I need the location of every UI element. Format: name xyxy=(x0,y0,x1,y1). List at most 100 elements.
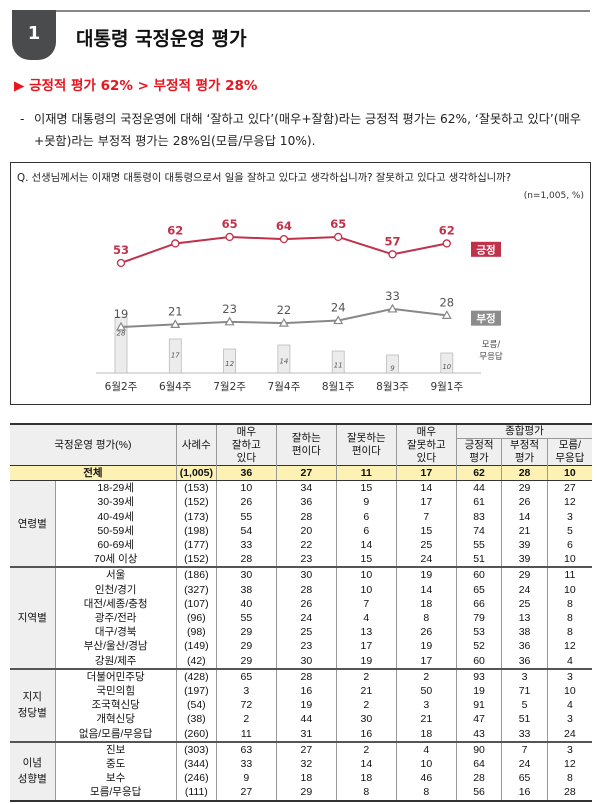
value-cell: 62 xyxy=(455,465,502,482)
table-row: 40-49세 (173) 55 28 6 7 83 14 3 xyxy=(10,509,592,524)
value-cell: 53 xyxy=(455,625,502,640)
sample-size: (153) xyxy=(175,480,217,496)
value-cell: 29 xyxy=(501,480,548,496)
value-cell: 28 xyxy=(275,509,337,524)
table-row: 광주/전라 (96) 55 24 4 8 79 13 8 xyxy=(10,611,592,626)
sample-size: (344) xyxy=(175,757,217,772)
row-label: 60-69세 xyxy=(54,538,177,553)
value-cell: 65 xyxy=(215,667,277,685)
value-cell: 11 xyxy=(335,465,397,482)
value-cell: 36 xyxy=(501,653,548,669)
summary: - 이재명 대통령의 국정운영에 대해 ‘잘하고 있다’(매우+잘함)라는 긍정… xyxy=(20,108,590,152)
table-row: 대전/세종/충청 (107) 40 26 7 18 66 25 8 xyxy=(10,596,592,612)
value-cell: 64 xyxy=(455,757,502,772)
sample-size: (186) xyxy=(175,566,217,583)
value-cell: 17 xyxy=(395,495,457,510)
value-cell: 7 xyxy=(501,740,548,758)
value-cell: 40 xyxy=(215,596,277,612)
th-very-good: 매우 잘하고 있다 xyxy=(215,423,277,466)
dk-bar-label: 28 xyxy=(117,329,126,337)
value-cell: 2 xyxy=(335,740,397,758)
summary-dash: - xyxy=(20,112,25,126)
value-cell: 91 xyxy=(455,698,502,713)
group-label: 지역별 xyxy=(10,566,55,669)
value-cell: 93 xyxy=(455,667,502,685)
value-cell: 60 xyxy=(455,653,502,669)
value-cell: 31 xyxy=(275,726,337,742)
sample-size: (98) xyxy=(175,625,217,640)
value-cell: 46 xyxy=(395,771,457,786)
value-cell: 10 xyxy=(546,684,592,699)
value-cell: 28 xyxy=(455,771,502,786)
value-cell: 26 xyxy=(501,495,548,510)
negative-point xyxy=(278,317,289,327)
chart-box: Q. 선생님께서는 이재명 대통령이 대통령으로서 일을 잘하고 있다고 생각하… xyxy=(10,162,591,405)
value-cell: 60 xyxy=(455,566,502,583)
value-cell: 36 xyxy=(275,495,337,510)
row-label: 광주/전라 xyxy=(54,611,177,626)
value-cell: 8 xyxy=(395,785,457,801)
negative-point xyxy=(170,319,181,329)
value-cell: 71 xyxy=(501,684,548,699)
value-cell: 30 xyxy=(275,566,337,583)
group-label: 연령별 xyxy=(10,480,55,568)
value-cell: 10 xyxy=(546,465,592,482)
value-cell: 29 xyxy=(215,625,277,640)
negative-value-label: 28 xyxy=(439,295,454,309)
table-row: 연령별 18-29세 (153) 10 34 15 14 44 29 27 xyxy=(10,480,592,568)
table-row: 중도 (344) 33 32 14 10 64 24 12 xyxy=(10,757,592,772)
value-cell: 8 xyxy=(546,625,592,640)
value-cell: 52 xyxy=(455,639,502,654)
value-cell: 19 xyxy=(335,653,397,669)
positive-legend-box xyxy=(471,241,501,257)
row-label: 전체 xyxy=(10,465,177,482)
group-label: 지지 정당별 xyxy=(10,667,55,742)
value-cell: 56 xyxy=(455,785,502,801)
value-cell: 54 xyxy=(215,523,277,539)
value-cell: 3 xyxy=(546,667,592,685)
table-row: 지지 정당별 더불어민주당 (428) 65 28 2 2 93 3 3 xyxy=(10,667,592,742)
dk-bar-label: 17 xyxy=(171,351,180,359)
row-label: 조국혁신당 xyxy=(54,698,177,713)
x-tick-label: 9월1주 xyxy=(430,381,463,393)
th-positive: 긍정적 평가 xyxy=(455,438,502,466)
sample-size: (38) xyxy=(175,712,217,727)
value-cell: 36 xyxy=(215,465,277,482)
value-cell: 50 xyxy=(395,684,457,699)
value-cell: 79 xyxy=(455,611,502,626)
value-cell: 14 xyxy=(501,509,548,524)
value-cell: 2 xyxy=(335,698,397,713)
sample-size: (246) xyxy=(175,771,217,786)
value-cell: 33 xyxy=(501,726,548,742)
value-cell: 10 xyxy=(395,757,457,772)
sample-size: (303) xyxy=(175,740,217,758)
table-row: 개혁신당 (38) 2 44 30 21 47 51 3 xyxy=(10,712,592,727)
positive-value-label: 64 xyxy=(276,219,292,233)
table-row: 강원/제주 (42) 29 30 19 17 60 36 4 xyxy=(10,653,592,669)
table-row: 지역별 서울 (186) 30 30 10 19 60 29 11 xyxy=(10,566,592,669)
value-cell: 14 xyxy=(335,538,397,553)
value-cell: 7 xyxy=(395,509,457,524)
value-cell: 36 xyxy=(501,639,548,654)
positive-point xyxy=(442,239,451,248)
row-label: 40-49세 xyxy=(54,509,177,524)
value-cell: 6 xyxy=(335,509,397,524)
chart-unit: (n=1,005, %) xyxy=(523,191,584,201)
dk-legend-label: 무응답 xyxy=(479,351,503,362)
value-cell: 29 xyxy=(275,785,337,801)
th-overall: 종합평가 xyxy=(455,423,592,439)
value-cell: 24 xyxy=(275,611,337,626)
value-cell: 27 xyxy=(275,740,337,758)
th-category: 국정운영 평가(%) xyxy=(10,423,177,466)
value-cell: 8 xyxy=(395,611,457,626)
row-label: 70세 이상 xyxy=(54,552,177,568)
table-row: 모름/무응답 (111) 27 29 8 8 56 16 28 xyxy=(10,785,592,801)
value-cell: 14 xyxy=(395,480,457,496)
value-cell: 9 xyxy=(215,771,277,786)
value-cell: 55 xyxy=(455,538,502,553)
value-cell: 10 xyxy=(546,552,592,568)
positive-point xyxy=(279,234,289,244)
value-cell: 30 xyxy=(215,566,277,583)
positive-point xyxy=(116,258,126,268)
negative-value-label: 24 xyxy=(331,301,346,315)
